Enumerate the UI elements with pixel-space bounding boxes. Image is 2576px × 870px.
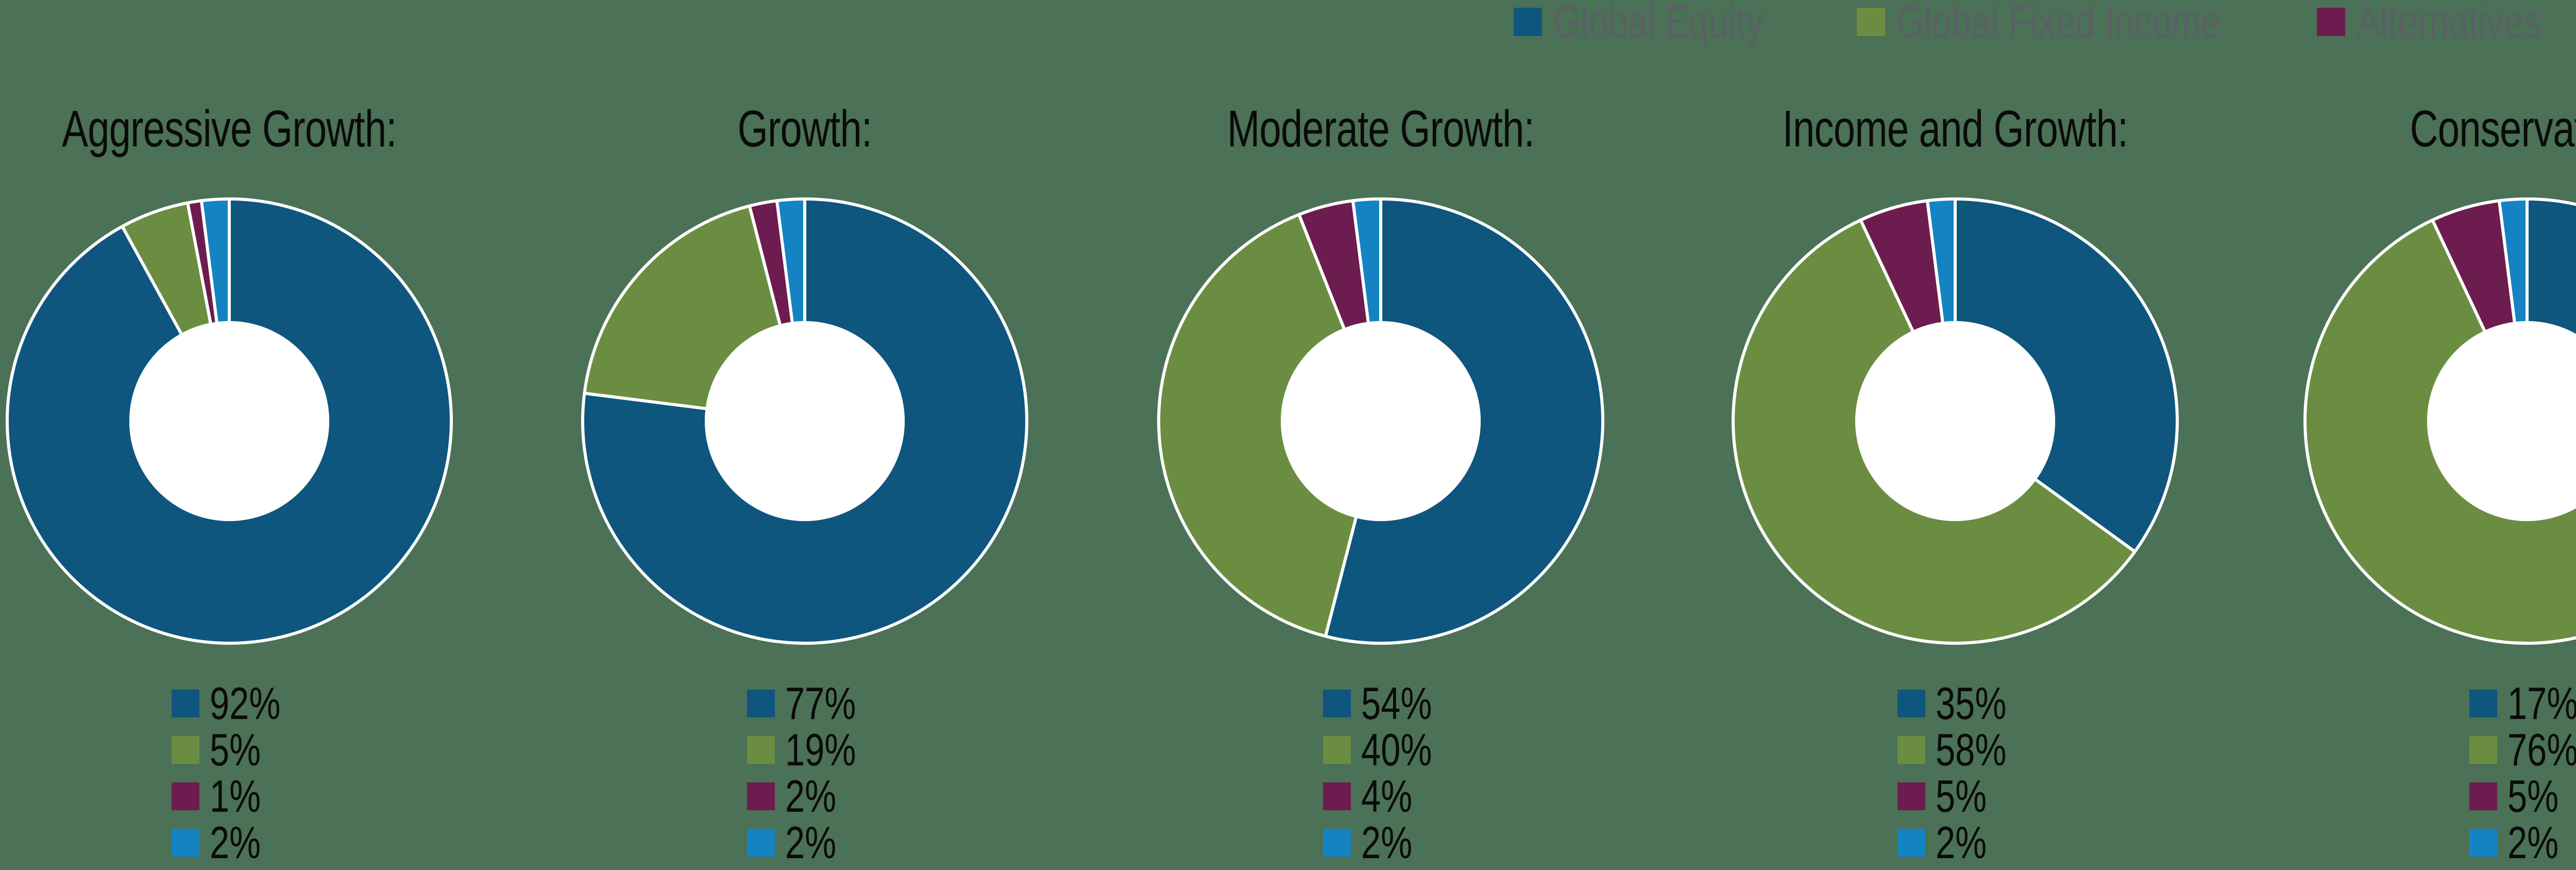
legend-item-alternatives: Alternatives: [2317, 0, 2576, 44]
global-equity-swatch-icon: [747, 690, 775, 717]
alternatives-swatch-icon: [2469, 782, 2497, 810]
legend-row-global-fixed-income: 58%: [1897, 724, 2026, 775]
chart-title: Income and Growth:: [1782, 100, 2128, 158]
value-label: 5%: [2507, 771, 2559, 822]
donut-chart: [581, 197, 1028, 645]
global-equity-swatch-icon: [1323, 690, 1351, 717]
global-fixed-income-swatch-icon: [1323, 736, 1351, 764]
global-fixed-income-swatch-icon: [2469, 736, 2497, 764]
value-label: 54%: [1361, 678, 1432, 729]
value-label: 19%: [785, 724, 856, 775]
value-label: 35%: [1936, 678, 2007, 729]
value-label: 92%: [210, 678, 281, 729]
value-label: 2%: [2507, 817, 2559, 868]
legend-row-cash: 2%: [1323, 817, 1452, 868]
legend-row-alternatives: 5%: [2469, 771, 2576, 822]
legend-row-alternatives: 5%: [1897, 771, 2026, 822]
value-label: 76%: [2507, 724, 2576, 775]
legend-label: Global Equity: [1553, 0, 1764, 47]
global-fixed-income-swatch-icon: [1897, 736, 1925, 764]
donut-hole: [1855, 321, 2055, 521]
chart-value-legend: 77% 19% 2% 2%: [747, 678, 876, 868]
alternatives-swatch-icon: [1323, 782, 1351, 810]
donut-chart: [1157, 197, 1604, 645]
cash-swatch-icon: [172, 829, 199, 857]
donut-chart: [1732, 197, 2179, 645]
global-fixed-income-swatch-icon: [1857, 7, 1885, 36]
alternatives-swatch-icon: [172, 782, 199, 810]
legend-row-global-equity: 92%: [172, 678, 300, 729]
legend-row-global-equity: 35%: [1897, 678, 2026, 729]
donut-hole: [705, 321, 905, 521]
donut-chart: [6, 197, 453, 645]
cash-swatch-icon: [1897, 829, 1925, 857]
legend-row-global-fixed-income: 76%: [2469, 724, 2576, 775]
legend-row-global-equity: 77%: [747, 678, 876, 729]
donut-hole: [2427, 321, 2576, 521]
donut-hole: [1281, 321, 1481, 521]
chart-title: Growth:: [737, 100, 873, 158]
legend-item-global-fixed-income: Global Fixed Income: [1857, 0, 2312, 44]
cash-swatch-icon: [747, 829, 775, 857]
value-label: 58%: [1936, 724, 2007, 775]
global-equity-swatch-icon: [172, 690, 199, 717]
global-equity-swatch-icon: [1897, 690, 1925, 717]
value-label: 1%: [210, 771, 261, 822]
global-equity-swatch-icon: [1514, 7, 1542, 36]
value-label: 40%: [1361, 724, 1432, 775]
value-label: 2%: [785, 817, 837, 868]
legend-row-global-equity: 17%: [2469, 678, 2576, 729]
value-label: 2%: [1936, 817, 1987, 868]
chart-value-legend: 54% 40% 4% 2%: [1323, 678, 1452, 868]
legend-row-cash: 2%: [172, 817, 300, 868]
global-fixed-income-swatch-icon: [172, 736, 199, 764]
chart-title: Moderate Growth:: [1227, 100, 1535, 158]
legend-row-global-fixed-income: 5%: [172, 724, 300, 775]
donut-hole: [129, 321, 329, 521]
chart-value-legend: 35% 58% 5% 2%: [1897, 678, 2026, 868]
chart-title: Aggressive Growth:: [62, 100, 397, 158]
value-label: 5%: [210, 724, 261, 775]
chart-title: Conservative:: [2410, 100, 2576, 158]
cash-swatch-icon: [2469, 829, 2497, 857]
alternatives-swatch-icon: [2317, 7, 2345, 36]
alternatives-swatch-icon: [747, 782, 775, 810]
value-label: 2%: [785, 771, 837, 822]
legend-row-cash: 2%: [747, 817, 876, 868]
donut-chart: [2303, 197, 2576, 645]
legend-row-alternatives: 4%: [1323, 771, 1452, 822]
value-label: 77%: [785, 678, 856, 729]
legend-row-alternatives: 1%: [172, 771, 300, 822]
value-label: 2%: [210, 817, 261, 868]
value-label: 5%: [1936, 771, 1987, 822]
legend-row-global-fixed-income: 40%: [1323, 724, 1452, 775]
value-label: 4%: [1361, 771, 1413, 822]
alternatives-swatch-icon: [1897, 782, 1925, 810]
legend-row-cash: 2%: [1897, 817, 2026, 868]
legend-label: Global Fixed Income: [1896, 0, 2221, 47]
global-fixed-income-swatch-icon: [747, 736, 775, 764]
legend-row-cash: 2%: [2469, 817, 2576, 868]
chart-value-legend: 17% 76% 5% 2%: [2469, 678, 2576, 868]
legend-item-global-equity: Global Equity: [1514, 0, 1823, 44]
global-equity-swatch-icon: [2469, 690, 2497, 717]
legend-label: Alternatives: [2357, 0, 2541, 47]
value-label: 17%: [2507, 678, 2576, 729]
legend-row-global-fixed-income: 19%: [747, 724, 876, 775]
legend-row-global-equity: 54%: [1323, 678, 1452, 729]
legend-row-alternatives: 2%: [747, 771, 876, 822]
chart-value-legend: 92% 5% 1% 2%: [172, 678, 300, 868]
value-label: 2%: [1361, 817, 1413, 868]
cash-swatch-icon: [1323, 829, 1351, 857]
